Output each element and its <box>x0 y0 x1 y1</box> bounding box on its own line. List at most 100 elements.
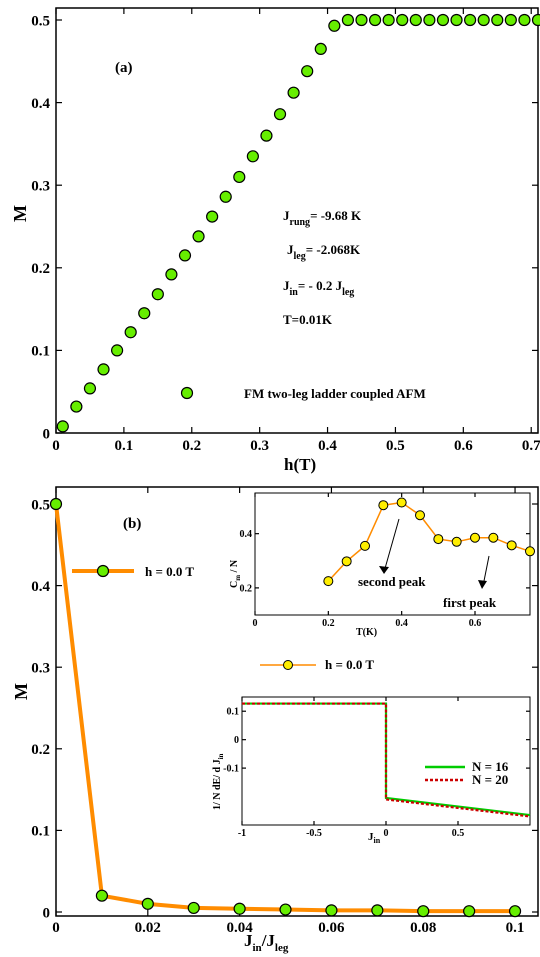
panel-a-point <box>233 170 246 184</box>
panel-b-ytick-label: 0.5 <box>31 497 50 513</box>
panel-b-point <box>463 905 476 918</box>
panel-a-ytick-label: 0.4 <box>31 96 50 112</box>
panel-b-point <box>49 497 63 511</box>
param-jleg: Jleg= -2.068K <box>287 242 361 262</box>
inset1-series <box>323 497 535 587</box>
inset1-xtick-label: 0.4 <box>395 618 408 629</box>
inset2-legend-n20: N = 20 <box>472 772 508 787</box>
panel-a-xtick-label: 0.1 <box>115 438 134 454</box>
panel-b-point <box>417 905 430 918</box>
panel-b-point <box>508 905 522 918</box>
inset1-point <box>360 540 370 551</box>
panel-a-ticks: 0 0.1 0.2 0.3 0.4 0.5 0.6 0.7 0 0.1 0.2 0.3 0.4 0.5 <box>31 8 540 454</box>
panel-a-point <box>273 108 287 121</box>
panel-a-point <box>450 13 463 27</box>
inset1-ticks: 0 0.2 0.4 0.6 0.2 0.4 <box>240 493 530 629</box>
panel-b-xtick-label: 0.06 <box>318 920 345 936</box>
panel-b-legend: h = 0.0 T <box>72 564 194 579</box>
inset1-ylabel: Cm / N <box>229 559 242 588</box>
panel-a-ytick-label: 0.5 <box>31 13 50 29</box>
panel-a-point <box>328 19 341 32</box>
inset2-legend: N = 16 N = 20 <box>425 759 509 787</box>
panel-b-ytick-label: 0.4 <box>31 579 50 595</box>
inset2-xtick-label: 0 <box>384 828 389 839</box>
inset1-point <box>470 532 480 543</box>
panel-a-ytick-label: 0.1 <box>31 344 50 360</box>
panel-a-point <box>178 249 192 262</box>
panel-a-xtick-label: 0.4 <box>318 438 337 454</box>
panel-b-ytick-label: 0.3 <box>31 660 50 676</box>
inset1-ytick-label: 0.2 <box>240 583 253 594</box>
panel-b-point <box>187 901 200 915</box>
panel-b-ticks: 0 0.02 0.04 0.06 0.08 0.1 0 0.1 0.2 0.3 0.4 0.5 <box>31 487 538 936</box>
panel-a-point <box>56 420 69 433</box>
inset1-frame <box>254 492 531 616</box>
panel-a-point <box>70 400 83 413</box>
panel-a-point <box>518 13 531 27</box>
panel-a-point <box>436 13 450 27</box>
panel-a-point <box>464 13 477 27</box>
panel-b-xtick-label: 0.02 <box>135 920 161 936</box>
inset1-legend-marker <box>283 660 293 670</box>
panel-a-xlabel: h(T) <box>284 455 316 474</box>
panel-a-legend-marker <box>180 386 194 400</box>
panel-a-point <box>314 42 327 56</box>
inset1-point <box>396 497 407 508</box>
inset1-point <box>451 536 462 547</box>
panel-a-xtick-label: 0.3 <box>250 438 269 454</box>
panel-a-point <box>83 382 97 395</box>
panel-a-point <box>531 13 540 27</box>
arrow-first-peak-head <box>478 580 487 589</box>
inset1-legend-label: h = 0.0 T <box>325 657 374 672</box>
panel-a-point <box>382 13 395 27</box>
inset1-point <box>433 534 444 545</box>
inset1-xtick-label: 0.2 <box>322 618 335 629</box>
panel-b-point <box>279 903 292 916</box>
panel-a-point <box>396 13 409 27</box>
panel-b-ytick-label: 0 <box>43 905 51 921</box>
panel-b-ylabel: M <box>11 683 31 700</box>
panel-a-xtick-label: 0.5 <box>386 438 405 454</box>
inset1-annotations: second peak first peak <box>358 518 497 610</box>
panel-a-point <box>423 13 436 27</box>
panel-a-point <box>504 13 517 27</box>
panel-a-point <box>287 86 300 99</box>
panel-a-point <box>219 190 232 203</box>
panel-a-xtick-label: 0 <box>52 438 60 454</box>
inset1-point <box>341 556 352 567</box>
panel-a-ylabel: M <box>10 205 30 222</box>
panel-b-label: (b) <box>123 516 141 532</box>
inset2-xtick-label: -0.5 <box>306 828 322 839</box>
inset2-ylabel: 1/ N dE/ d Jin <box>212 753 225 810</box>
inset1-legend: h = 0.0 T <box>260 657 374 672</box>
inset2-ytick-label: -0.1 <box>223 764 239 775</box>
inset2-xlabel: Jin <box>368 831 381 845</box>
panel-b-xtick-label: 0.08 <box>410 920 436 936</box>
inset2-series-line <box>242 702 531 818</box>
panel-b: 0 0.02 0.04 0.06 0.08 0.1 0 0.1 0.2 0.3 0.4 0.5 M J… <box>11 486 539 954</box>
panel-a-point <box>138 307 151 320</box>
panel-a-point <box>301 65 314 78</box>
panel-a-point <box>246 150 259 163</box>
panel-b-point <box>95 889 109 902</box>
panel-b-legend-label: h = 0.0 T <box>145 564 194 579</box>
panel-b-xtick-label: 0 <box>52 920 60 936</box>
panel-a-ytick-label: 0.3 <box>31 178 50 194</box>
panel-a-point <box>341 13 355 27</box>
panel-b-ytick-label: 0.1 <box>31 824 50 840</box>
panel-a-point <box>124 326 137 339</box>
panel-a-point <box>355 13 368 27</box>
panel-b-point <box>233 902 246 915</box>
panel-a-points <box>56 13 540 433</box>
panel-a-point <box>409 13 422 27</box>
panel-a-point <box>110 344 124 357</box>
inset1-xlabel: T(K) <box>356 627 377 638</box>
inset2-legend-n16: N = 16 <box>472 759 509 774</box>
panel-b-point <box>141 897 154 910</box>
inset1-xtick-label: 0 <box>253 618 258 629</box>
inset1-point <box>525 546 535 557</box>
panel-b-series <box>49 497 522 918</box>
inset1-ytick-label: 0.4 <box>240 529 253 540</box>
annotation-second-peak: second peak <box>358 574 426 589</box>
param-temp: T=0.01K <box>283 312 333 327</box>
